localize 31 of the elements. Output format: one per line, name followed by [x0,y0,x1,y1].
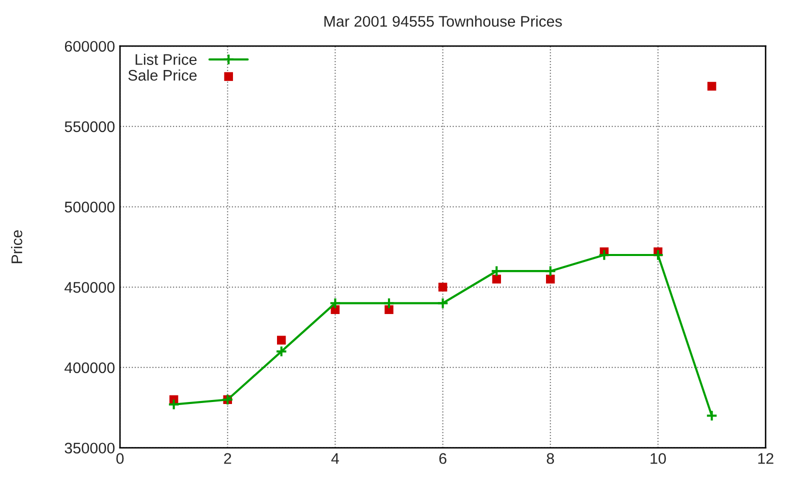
point [438,282,448,292]
x-tick-label: 6 [439,453,446,464]
x-tick-label: 4 [331,453,339,464]
x-tick-label: 0 [116,453,124,464]
point [168,398,180,410]
point [546,274,555,284]
point [492,274,501,284]
legend-label: Sale Price [128,69,197,81]
point [383,297,395,310]
y-tick-label: 350000 [64,442,115,454]
point [490,265,503,277]
y-tick-label: 400000 [64,362,115,374]
x-tick-label: 2 [224,453,232,464]
x-tick-label: 12 [758,453,774,464]
x-tick-label: 8 [546,453,554,464]
point [384,305,394,314]
point [544,265,556,277]
x-tick-label: 10 [650,453,666,464]
y-axis-title: Price [11,230,22,264]
y-tick-label: 450000 [64,282,115,293]
legend-label: List Price [136,54,197,65]
point [707,82,716,91]
point [706,410,718,422]
y-tick-label: 600000 [64,40,115,52]
chart-title: Mar 2001 94555 Townhouse Prices [324,16,562,27]
y-tick-label: 550000 [64,121,115,132]
point [277,336,286,345]
y-tick-label: 500000 [64,202,115,212]
point [275,346,288,358]
point [436,297,449,310]
point [329,297,342,310]
